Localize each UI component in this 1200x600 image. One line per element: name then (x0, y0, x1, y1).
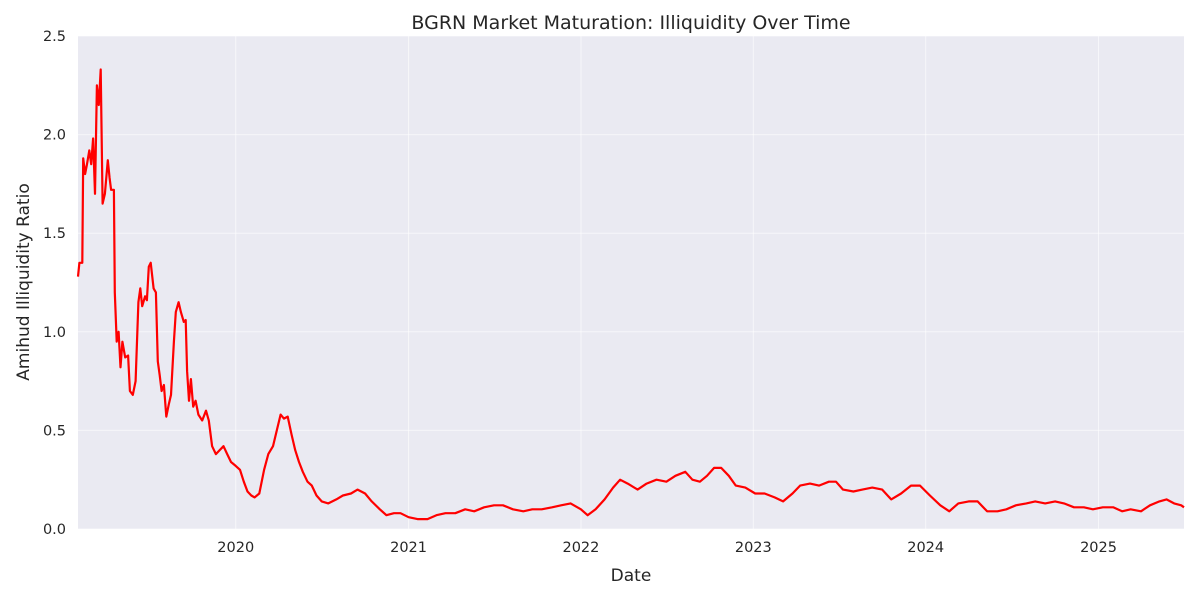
series-layer (76, 68, 1185, 521)
y-tick-label: 2.0 (43, 128, 66, 144)
x-tick-label: 2022 (562, 540, 599, 556)
x-tick-label: 2024 (907, 540, 944, 556)
series-line (76, 68, 1185, 521)
y-tick-label: 0.0 (43, 522, 66, 538)
y-tick-label: 1.0 (43, 325, 66, 341)
x-axis-label: Date (611, 566, 652, 586)
x-tick-label: 2021 (390, 540, 427, 556)
y-tick-label: 2.5 (43, 29, 66, 45)
x-tick-label: 2023 (735, 540, 772, 556)
gridlines (78, 35, 1184, 530)
y-tick-label: 0.5 (43, 423, 66, 439)
plot-area (78, 36, 1184, 529)
y-axis: 0.0 0.5 1.0 1.5 2.0 2.5 (43, 29, 66, 538)
x-axis: 2020 2021 2022 2023 2024 2025 (217, 540, 1117, 556)
chart-title: BGRN Market Maturation: Illiquidity Over… (411, 12, 850, 34)
x-tick-label: 2025 (1080, 540, 1117, 556)
x-tick-label: 2020 (217, 540, 254, 556)
y-tick-label: 1.5 (43, 226, 66, 242)
y-axis-label: Amihud Illiquidity Ratio (14, 183, 34, 380)
